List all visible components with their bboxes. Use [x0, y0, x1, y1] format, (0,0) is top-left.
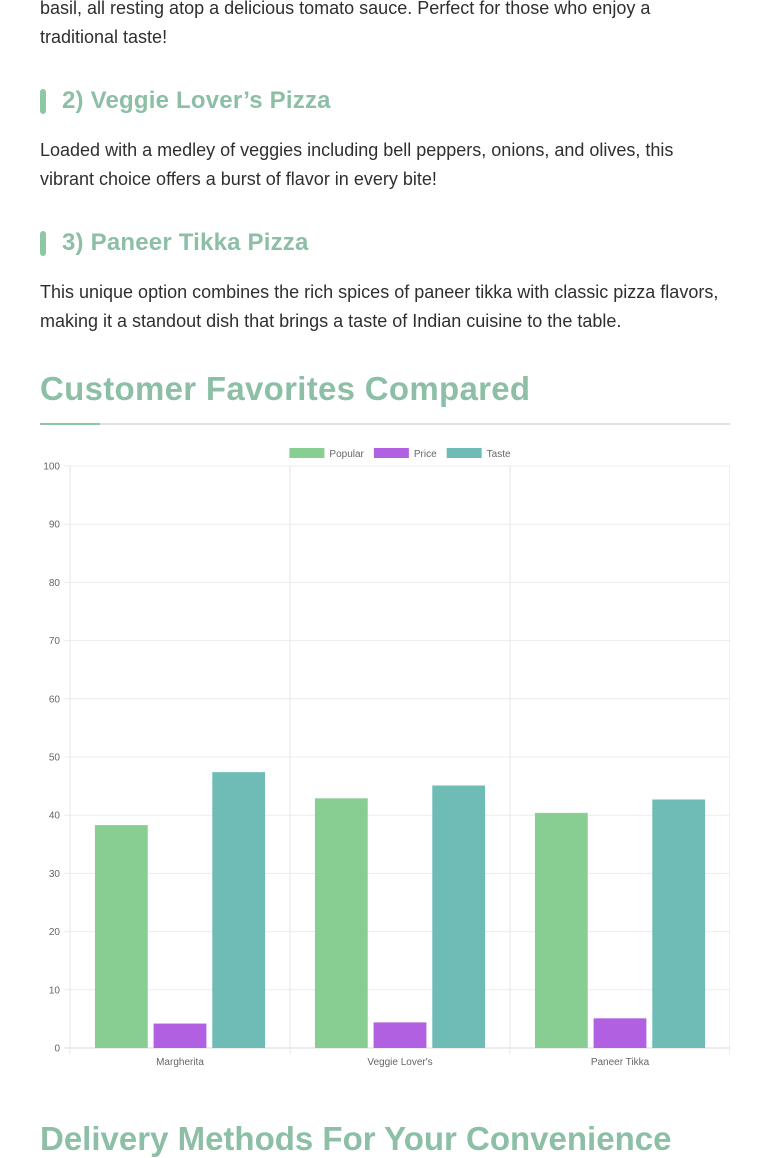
- x-tick-label: Margherita: [156, 1057, 204, 1068]
- heading-accent-bar: [40, 88, 46, 114]
- bar-price-1: [153, 1023, 207, 1048]
- legend-swatch-popular: [289, 448, 325, 458]
- next-section-title: Delivery Methods For Your Convenience: [40, 1120, 672, 1157]
- bar-taste-2: [432, 785, 486, 1048]
- y-tick-label: 50: [49, 753, 61, 764]
- legend-label-price: Price: [414, 449, 437, 460]
- y-tick-label: 40: [49, 811, 61, 822]
- bar-taste-3: [652, 799, 706, 1048]
- y-tick-label: 30: [49, 869, 61, 880]
- y-tick-label: 80: [49, 578, 61, 589]
- legend-label-popular: Popular: [329, 449, 364, 460]
- customer-favorites-chart: 0 10 20 30 40 50 60 70 80 90 100 Margherita Veggie L…: [40, 440, 731, 1080]
- bar-taste-1: [212, 772, 266, 1048]
- pizza-heading-text: 3) Paneer Tikka Pizza: [62, 229, 309, 256]
- bar-price-2: [373, 1022, 427, 1048]
- pizza-heading-paneer-tikka: 3) Paneer Tikka Pizza: [40, 229, 309, 256]
- y-tick-label: 90: [49, 520, 61, 531]
- bar-popular-2: [314, 798, 368, 1048]
- y-tick-label: 100: [43, 462, 60, 473]
- y-tick-label: 20: [49, 927, 61, 938]
- section-title: Customer Favorites Compared: [40, 370, 531, 407]
- bar-popular-1: [94, 825, 148, 1048]
- heading-accent-bar: [40, 230, 46, 256]
- pizza-description-paneer-tikka: This unique option combines the rich spi…: [40, 282, 719, 331]
- y-tick-label: 70: [49, 636, 61, 647]
- section-divider-accent: [40, 423, 100, 425]
- legend-swatch-price: [373, 448, 409, 458]
- x-tick-label: Paneer Tikka: [591, 1057, 650, 1068]
- intro-paragraph: basil, all resting atop a delicious toma…: [40, 0, 651, 47]
- bar-price-3: [593, 1018, 647, 1048]
- pizza-heading-veggie-lovers: 2) Veggie Lover’s Pizza: [40, 87, 331, 114]
- y-tick-label: 10: [49, 985, 61, 996]
- bar-popular-3: [534, 812, 588, 1048]
- pizza-heading-text: 2) Veggie Lover’s Pizza: [62, 87, 331, 114]
- section-divider: [40, 423, 730, 425]
- y-tick-label: 60: [49, 694, 61, 705]
- y-tick-label: 0: [54, 1044, 60, 1055]
- legend-label-taste: Taste: [487, 449, 511, 460]
- pizza-description-veggie-lovers: Loaded with a medley of veggies includin…: [40, 140, 674, 189]
- x-tick-label: Veggie Lover's: [367, 1057, 432, 1068]
- bar-chart-svg: 0 10 20 30 40 50 60 70 80 90 100 Margherita Veggie L…: [43, 448, 731, 1068]
- legend-swatch-taste: [446, 448, 482, 458]
